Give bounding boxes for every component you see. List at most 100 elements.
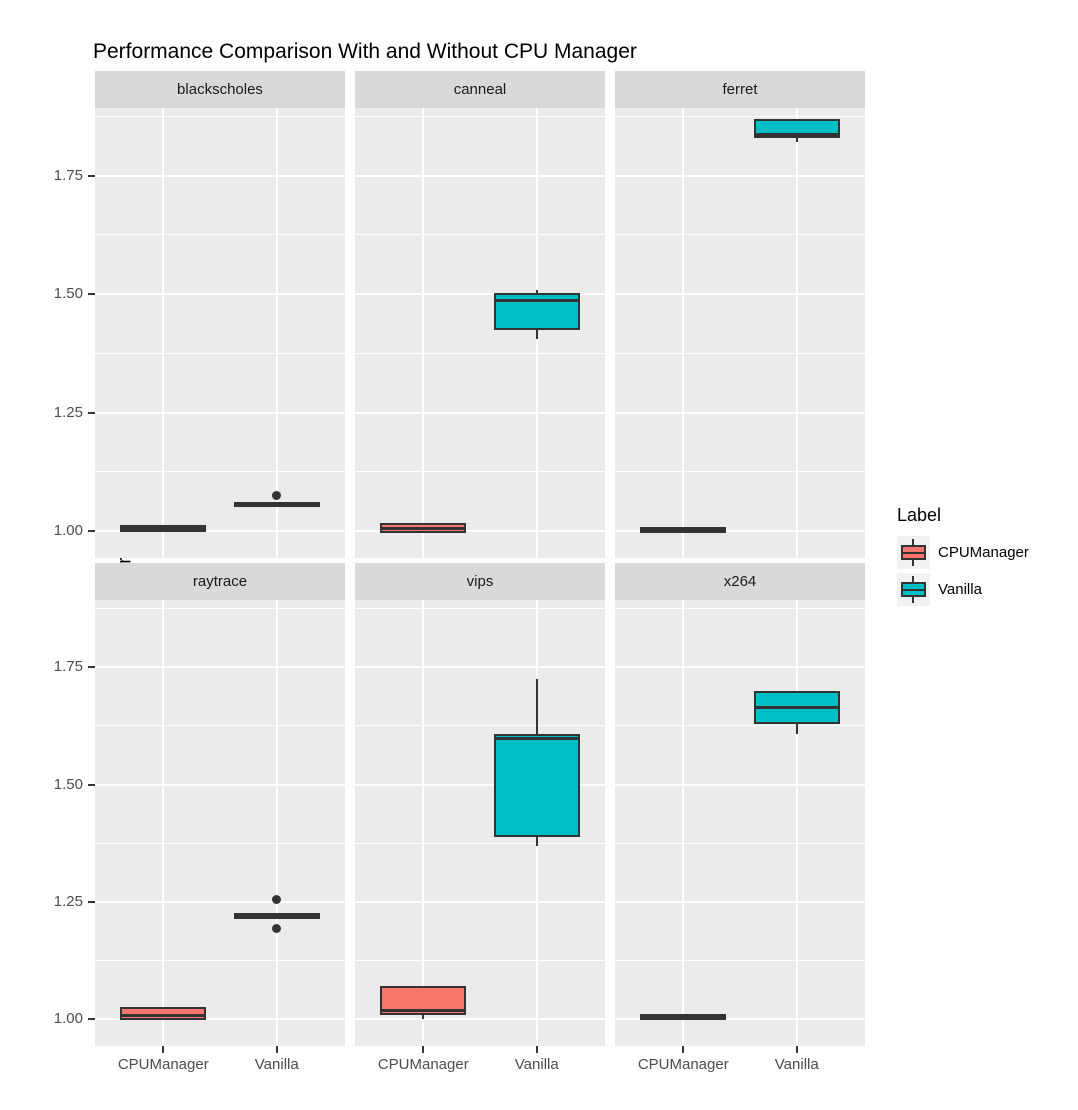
facet-strip-label: canneal <box>453 81 507 98</box>
key-box <box>901 545 926 560</box>
facet-panel <box>95 108 345 558</box>
x-tick-label: CPUManager <box>117 1056 209 1073</box>
gridline-major <box>615 1018 865 1021</box>
legend-title: Label <box>897 505 942 525</box>
gridline-minor <box>615 842 865 844</box>
y-tick-label: 1.75 <box>53 658 83 676</box>
facet-panel <box>615 108 865 558</box>
gridline-minor <box>615 607 865 609</box>
gridline-major <box>95 293 345 296</box>
gridline-major <box>355 293 605 296</box>
x-tick-mark <box>422 1046 425 1053</box>
facet-strip-label: vips <box>466 573 494 590</box>
y-tick-mark <box>88 530 95 532</box>
boxplot-median <box>380 526 467 530</box>
gridline-vertical <box>422 600 425 1046</box>
gridline-minor <box>615 116 865 118</box>
y-tick-mark <box>88 174 95 177</box>
gridline-major <box>95 666 345 669</box>
gridline-vertical <box>162 108 165 558</box>
gridline-major <box>615 666 865 669</box>
facet-panel <box>355 600 605 1046</box>
gridline-minor <box>95 960 345 962</box>
y-tick-label: 1.75 <box>53 166 83 184</box>
boxplot-median <box>120 1014 207 1018</box>
x-tick-mark <box>162 1046 165 1053</box>
facet-strip: raytrace <box>95 563 345 600</box>
gridline-minor <box>615 352 865 354</box>
y-tick-mark <box>88 666 95 669</box>
x-tick-mark <box>795 1046 798 1053</box>
x-tick-label: Vanilla <box>774 1056 819 1073</box>
gridline-minor <box>355 607 605 609</box>
y-tick-label: 1.00 <box>53 1010 83 1028</box>
gridline-major <box>95 783 345 786</box>
y-tick-label: 1.50 <box>53 775 83 793</box>
gridline-minor <box>95 607 345 609</box>
x-tick-mark <box>682 1046 685 1053</box>
gridline-major <box>95 1018 345 1021</box>
facet-strip: x264 <box>615 563 865 600</box>
y-tick-mark <box>88 783 95 786</box>
key-median-line <box>903 552 924 554</box>
facet-panel <box>355 108 605 558</box>
gridline-minor <box>95 842 345 844</box>
gridline-major <box>355 900 605 903</box>
legend-label-cpumanager: CPUManager <box>938 544 1029 561</box>
gridline-major <box>615 293 865 296</box>
facet-strip-label: ferret <box>722 81 758 98</box>
y-tick-mark <box>88 411 95 414</box>
boxplot-median <box>233 914 320 918</box>
boxplot-median <box>380 1008 467 1012</box>
gridline-vertical <box>682 600 685 1046</box>
chart-title: Performance Comparison With and Without … <box>93 40 637 63</box>
gridline-minor <box>95 352 345 354</box>
x-tick-label: CPUManager <box>377 1056 469 1073</box>
y-tick-label: 1.25 <box>53 403 83 421</box>
facet-panel <box>95 600 345 1046</box>
boxplot-median <box>640 528 727 532</box>
boxplot-median <box>493 298 580 302</box>
boxplot-key-icon <box>897 573 930 606</box>
gridline-major <box>615 411 865 414</box>
x-tick-mark <box>535 1046 538 1053</box>
facet-strip: canneal <box>355 71 605 108</box>
gridline-major <box>95 900 345 903</box>
gridline-major <box>355 174 605 177</box>
outlier-point <box>272 894 282 904</box>
y-tick-mark <box>88 293 95 296</box>
facet-strip-label: blackscholes <box>177 81 263 98</box>
gridline-minor <box>95 116 345 118</box>
facet-panel <box>615 600 865 1046</box>
gridline-vertical <box>422 108 425 558</box>
facet-strip: ferret <box>615 71 865 108</box>
key-median-line <box>903 589 924 591</box>
x-tick-label: Vanilla <box>254 1056 299 1073</box>
gridline-minor <box>355 471 605 473</box>
facet-strip-label: x264 <box>723 573 757 590</box>
gridline-minor <box>355 725 605 727</box>
boxplot-median <box>753 133 840 137</box>
gridline-vertical <box>162 600 165 1046</box>
gridline-minor <box>355 116 605 118</box>
gridline-major <box>95 174 345 177</box>
gridline-major <box>355 783 605 786</box>
facet-strip: blackscholes <box>95 71 345 108</box>
facet-strip-label: raytrace <box>192 573 248 590</box>
gridline-major <box>355 666 605 669</box>
gridline-major <box>615 900 865 903</box>
boxplot-median <box>233 502 320 506</box>
gridline-minor <box>355 842 605 844</box>
legend-label-vanilla: Vanilla <box>938 581 982 598</box>
gridline-minor <box>615 234 865 236</box>
gridline-major <box>355 1018 605 1021</box>
boxplot-median <box>753 705 840 709</box>
gridline-major <box>615 783 865 786</box>
boxplot-key-icon <box>897 536 930 569</box>
y-tick-mark <box>88 1018 95 1021</box>
gridline-vertical <box>795 108 798 558</box>
gridline-major <box>355 411 605 414</box>
gridline-minor <box>355 234 605 236</box>
legend-item-vanilla: Vanilla <box>897 573 1077 606</box>
facet-strip: vips <box>355 563 605 600</box>
